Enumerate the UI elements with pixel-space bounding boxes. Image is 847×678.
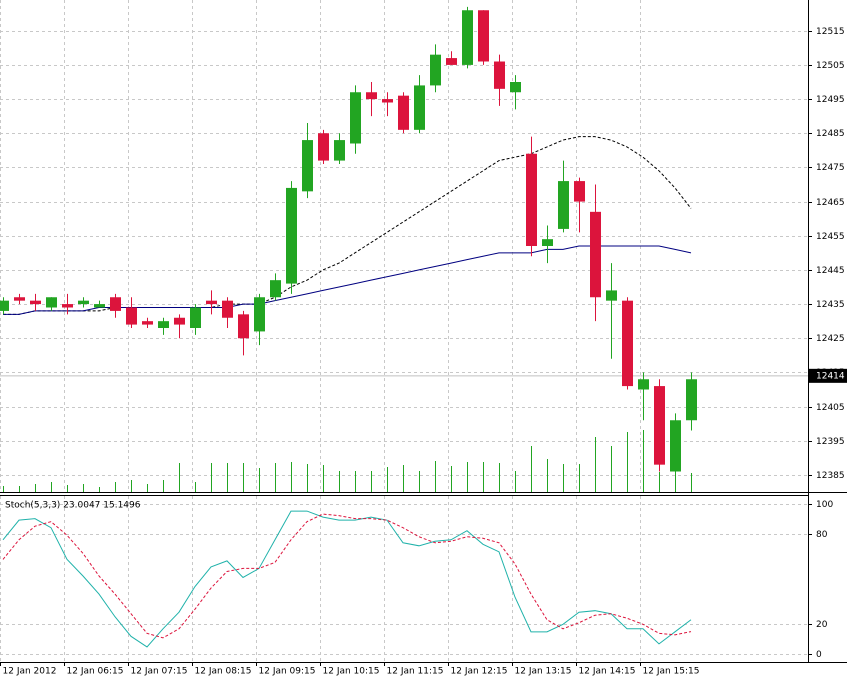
- candle-body: [526, 153, 537, 246]
- y-tick-label: 80: [816, 530, 828, 540]
- candle-body: [94, 304, 105, 308]
- candle-body: [414, 85, 425, 130]
- x-tick-label: 12 Jan 10:15: [323, 667, 380, 677]
- candle-body: [158, 321, 169, 328]
- candle-body: [286, 187, 297, 284]
- y-tick-label: 0: [816, 650, 822, 660]
- x-tick-label: 12 Jan 09:15: [259, 667, 316, 677]
- candle-body: [350, 92, 361, 144]
- candle-body: [30, 300, 41, 305]
- candle-body: [46, 297, 57, 308]
- candle-body: [302, 140, 313, 192]
- candle-body: [62, 304, 73, 308]
- candle-body: [190, 307, 201, 328]
- candle-body: [222, 300, 233, 318]
- candle-body: [270, 280, 281, 298]
- candle-body: [558, 181, 569, 229]
- candle-body: [174, 317, 185, 325]
- x-tick-label: 12 Jan 12:15: [451, 667, 508, 677]
- candle-body: [638, 379, 649, 390]
- candle-body: [478, 10, 489, 62]
- candle-body: [494, 61, 505, 89]
- candle-body: [590, 211, 601, 298]
- candle-body: [318, 133, 329, 161]
- candle-body: [622, 300, 633, 387]
- candle-body: [446, 58, 457, 65]
- candle-body: [382, 99, 393, 103]
- y-tick-label: 100: [816, 500, 833, 510]
- x-tick-label: 12 Jan 11:15: [387, 667, 444, 677]
- candle-body: [334, 140, 345, 161]
- y-tick-label: 12505: [816, 61, 845, 71]
- x-tick-label: 12 Jan 2012: [3, 667, 57, 677]
- y-tick-label: 12455: [816, 232, 845, 242]
- y-tick-label: 12395: [816, 437, 845, 447]
- y-tick-label: 12435: [816, 300, 845, 310]
- candle-body: [606, 290, 617, 301]
- candle-body: [206, 300, 217, 305]
- last-price-label: 12414: [816, 371, 845, 381]
- candle-body: [430, 54, 441, 86]
- candle-body: [254, 297, 265, 332]
- candle-body: [462, 10, 473, 65]
- candle-body: [142, 321, 153, 325]
- grid: [0, 0, 808, 662]
- y-tick-label: 20: [816, 620, 828, 630]
- y-tick-label: 12425: [816, 334, 845, 344]
- x-tick-label: 12 Jan 07:15: [131, 667, 188, 677]
- candle-body: [670, 420, 681, 472]
- candle-body: [542, 239, 553, 246]
- x-tick-label: 12 Jan 15:15: [643, 667, 700, 677]
- y-tick-label: 12465: [816, 198, 845, 208]
- x-tick-label: 12 Jan 13:15: [515, 667, 572, 677]
- indicator-title: Stoch(5,3,3) 23.0047 15.1496: [5, 501, 141, 511]
- candle-body: [78, 300, 89, 305]
- x-tick-label: 12 Jan 08:15: [195, 667, 252, 677]
- y-tick-label: 12385: [816, 471, 845, 481]
- y-tick-label: 12475: [816, 163, 845, 173]
- candle-body: [510, 82, 521, 93]
- last-price-box: [809, 368, 847, 383]
- candle-body: [654, 386, 665, 465]
- candle-body: [14, 297, 25, 301]
- candle-body: [398, 95, 409, 130]
- y-tick-label: 12515: [816, 27, 845, 37]
- candle-body: [574, 181, 585, 202]
- y-tick-label: 12495: [816, 95, 845, 105]
- candle-body: [366, 92, 377, 100]
- candle-body: [686, 379, 697, 421]
- stochastic-line: [2, 510, 692, 648]
- candle-body: [126, 307, 137, 325]
- y-tick-label: 12445: [816, 266, 845, 276]
- candle-body: [238, 314, 249, 339]
- x-tick-label: 12 Jan 14:15: [579, 667, 636, 677]
- candle-body: [0, 300, 9, 311]
- x-tick-label: 12 Jan 06:15: [67, 667, 124, 677]
- y-tick-label: 12485: [816, 129, 845, 139]
- stochastic-line: [2, 513, 692, 639]
- plot: [0, 6, 697, 648]
- candle-body: [110, 297, 121, 311]
- y-tick-label: 12405: [816, 403, 845, 413]
